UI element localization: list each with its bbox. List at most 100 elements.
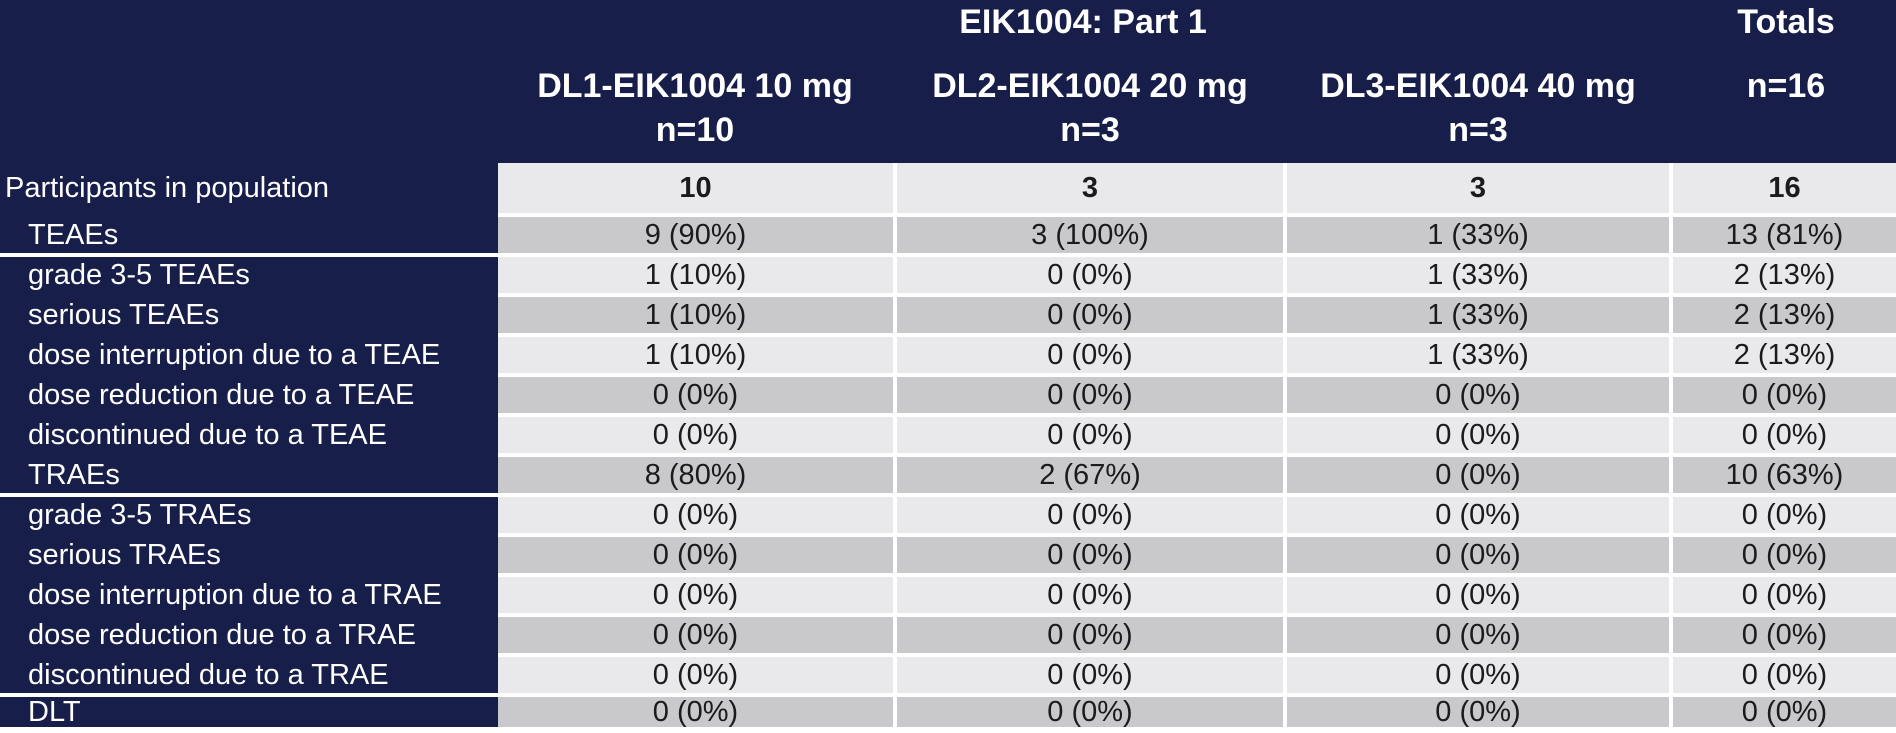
table-row: 0 (0%) 0 (0%) 0 (0%) 0 (0%) [498, 696, 1896, 728]
table-cell: 0 (0%) [498, 417, 893, 453]
row-label-text: dose reduction due to a TRAE [28, 618, 416, 651]
table-cell: 0 (0%) [1673, 537, 1896, 573]
table-cell: 3 [897, 163, 1283, 213]
row-label: serious TEAEs [0, 297, 498, 333]
table-cell: 2 (67%) [897, 457, 1283, 493]
row-label-column: Participants in population TEAEs grade 3-5… [0, 163, 498, 733]
row-label: dose interruption due to a TEAE [0, 337, 498, 373]
table-cell: 0 (0%) [1673, 696, 1896, 728]
row-label-text: DLT [28, 695, 81, 728]
column-header-dl1: DL1-EIK1004 10 mg [537, 67, 853, 105]
row-label-text: serious TEAEs [28, 298, 220, 331]
row-label: grade 3-5 TEAEs [0, 257, 498, 293]
table-cell: 0 (0%) [897, 617, 1283, 653]
row-label: TEAEs [0, 217, 498, 253]
row-label: discontinued due to a TEAE [0, 417, 498, 453]
table-cell: 0 (0%) [1287, 497, 1669, 533]
row-label-text: TEAEs [28, 218, 119, 251]
table-row: 0 (0%) 0 (0%) 0 (0%) 0 (0%) [498, 377, 1896, 413]
table-row: 0 (0%) 0 (0%) 0 (0%) 0 (0%) [498, 617, 1896, 653]
data-grid: 10 3 3 16 9 (90%) 3 (100%) 1 (33%) 13 (81%) 1 (1… [498, 163, 1896, 733]
table-cell: 0 (0%) [1673, 577, 1896, 613]
column-header-dl3: DL3-EIK1004 40 mg [1320, 67, 1636, 105]
table-cell: 0 (0%) [498, 537, 893, 573]
group-separator-after-traes [0, 493, 1896, 497]
n-subheader-dl1: n=10 [655, 111, 735, 149]
table-cell: 0 (0%) [1287, 417, 1669, 453]
table-cell: 0 (0%) [897, 537, 1283, 573]
group-separator-after-teaes [0, 253, 1896, 257]
totals-n-header: n=16 [1746, 67, 1826, 105]
row-label-text: dose reduction due to a TEAE [28, 378, 415, 411]
table-cell: 1 (33%) [1287, 297, 1669, 333]
table-row: 1 (10%) 0 (0%) 1 (33%) 2 (13%) [498, 257, 1896, 293]
table-cell: 2 (13%) [1673, 337, 1896, 373]
table-cell: 3 (100%) [897, 217, 1283, 253]
row-label: dose reduction due to a TEAE [0, 377, 498, 413]
row-label: discontinued due to a TRAE [0, 657, 498, 693]
table-cell: 0 (0%) [897, 657, 1283, 693]
table-cell: 0 (0%) [897, 337, 1283, 373]
row-label-text: grade 3-5 TEAEs [28, 258, 250, 291]
row-label-text: Participants in population [5, 171, 330, 204]
table-cell: 0 (0%) [897, 577, 1283, 613]
row-label-text: dose interruption due to a TRAE [28, 578, 442, 611]
table-cell: 0 (0%) [897, 696, 1283, 728]
table-cell: 0 (0%) [1287, 537, 1669, 573]
table-cell: 0 (0%) [498, 696, 893, 728]
table-row: 0 (0%) 0 (0%) 0 (0%) 0 (0%) [498, 417, 1896, 453]
row-label-text: TRAEs [28, 458, 120, 491]
table-cell: 0 (0%) [1287, 577, 1669, 613]
table-cell: 0 (0%) [897, 377, 1283, 413]
column-header-dl2: DL2-EIK1004 20 mg [932, 67, 1248, 105]
table-cell: 0 (0%) [897, 497, 1283, 533]
group-separator-before-dlt [0, 693, 1896, 697]
row-label: dose reduction due to a TRAE [0, 617, 498, 653]
table-row: 0 (0%) 0 (0%) 0 (0%) 0 (0%) [498, 497, 1896, 533]
row-label-text: dose interruption due to a TEAE [28, 338, 441, 371]
table-cell: 1 (33%) [1287, 257, 1669, 293]
table-cell: 10 (63%) [1673, 457, 1896, 493]
row-label: DLT [0, 695, 498, 728]
table-cell: 0 (0%) [1673, 617, 1896, 653]
table-cell: 13 (81%) [1673, 217, 1896, 253]
table-cell: 0 (0%) [498, 577, 893, 613]
table-row: 0 (0%) 0 (0%) 0 (0%) 0 (0%) [498, 537, 1896, 573]
table-cell: 8 (80%) [498, 457, 893, 493]
table-cell: 0 (0%) [498, 377, 893, 413]
table-cell: 0 (0%) [1673, 657, 1896, 693]
table-cell: 0 (0%) [498, 497, 893, 533]
table-cell: 0 (0%) [498, 657, 893, 693]
table-cell: 2 (13%) [1673, 257, 1896, 293]
table-cell: 0 (0%) [897, 297, 1283, 333]
table-cell: 0 (0%) [1287, 377, 1669, 413]
table-bottom-border [0, 727, 1896, 733]
table-cell: 3 [1287, 163, 1669, 213]
table-cell: 0 (0%) [1673, 497, 1896, 533]
table-cell: 0 (0%) [897, 257, 1283, 293]
n-subheader-dl3: n=3 [1448, 111, 1508, 149]
table-row: 9 (90%) 3 (100%) 1 (33%) 13 (81%) [498, 217, 1896, 253]
table-cell: 1 (33%) [1287, 217, 1669, 253]
table-cell: 2 (13%) [1673, 297, 1896, 333]
table-row: 1 (10%) 0 (0%) 1 (33%) 2 (13%) [498, 337, 1896, 373]
row-label-text: discontinued due to a TEAE [28, 418, 387, 451]
row-label: dose interruption due to a TRAE [0, 577, 498, 613]
table-cell: 0 (0%) [1287, 617, 1669, 653]
row-label-text: serious TRAEs [28, 538, 221, 571]
table-cell: 0 (0%) [1287, 696, 1669, 728]
table-cell: 0 (0%) [498, 617, 893, 653]
row-label: grade 3-5 TRAEs [0, 497, 498, 533]
table-cell: 16 [1673, 163, 1896, 213]
n-subheader-dl2: n=3 [1060, 111, 1120, 149]
table-row: 8 (80%) 2 (67%) 0 (0%) 10 (63%) [498, 457, 1896, 493]
table-cell: 9 (90%) [498, 217, 893, 253]
row-label: serious TRAEs [0, 537, 498, 573]
row-label: TRAEs [0, 457, 498, 493]
row-label: Participants in population [0, 163, 498, 213]
table-cell: 1 (10%) [498, 257, 893, 293]
table-row: 0 (0%) 0 (0%) 0 (0%) 0 (0%) [498, 577, 1896, 613]
table-cell: 0 (0%) [1673, 377, 1896, 413]
table-cell: 0 (0%) [1673, 417, 1896, 453]
